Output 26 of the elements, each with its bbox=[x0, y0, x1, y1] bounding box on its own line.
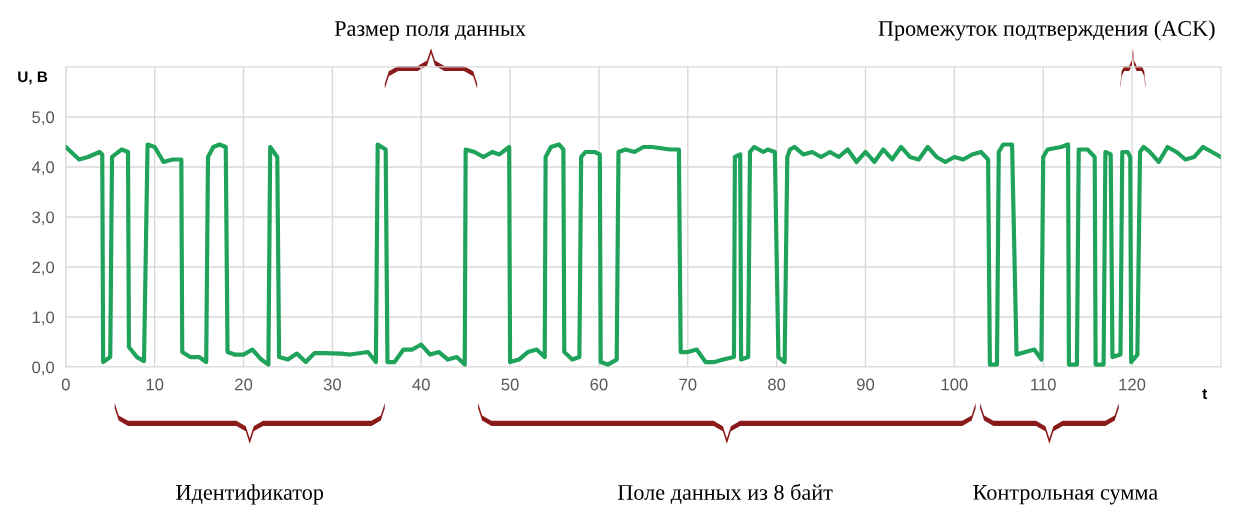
x-tick-label: 100 bbox=[941, 378, 968, 391]
y-tick-label: 1,0 bbox=[32, 311, 55, 326]
x-tick-label: 40 bbox=[412, 378, 430, 391]
x-tick-label: 10 bbox=[146, 378, 164, 391]
x-tick-label: 120 bbox=[1119, 378, 1146, 391]
x-tick-label: 80 bbox=[768, 378, 786, 391]
text: Поле данных из 8 байт bbox=[617, 483, 833, 504]
x-tick-label: 20 bbox=[235, 378, 253, 391]
x-tick-label: 90 bbox=[857, 378, 875, 391]
x-tick-label: 50 bbox=[501, 378, 519, 391]
x-axis-title: t bbox=[1202, 388, 1208, 400]
y-tick-label: 2,0 bbox=[32, 261, 55, 276]
x-tick-label: 110 bbox=[1031, 378, 1056, 391]
y-axis-title: U, В bbox=[18, 71, 48, 85]
text: Промежуток подтверждения (ACK) bbox=[878, 20, 1215, 41]
text: Контрольная сумма bbox=[973, 485, 1158, 505]
x-tick-label: 60 bbox=[590, 378, 608, 391]
text: Размер поля данных bbox=[334, 21, 526, 41]
y-tick-label: 4,0 bbox=[31, 161, 55, 176]
y-tick-label: 0,0 bbox=[32, 361, 55, 376]
text: Идентификатор bbox=[176, 484, 324, 505]
x-tick-label: 0 bbox=[61, 378, 70, 391]
y-tick-label: 5,0 bbox=[32, 111, 55, 126]
x-tick-label: 30 bbox=[323, 378, 341, 391]
y-tick-label: 3,0 bbox=[32, 211, 55, 226]
x-tick-label: 70 bbox=[679, 378, 697, 391]
